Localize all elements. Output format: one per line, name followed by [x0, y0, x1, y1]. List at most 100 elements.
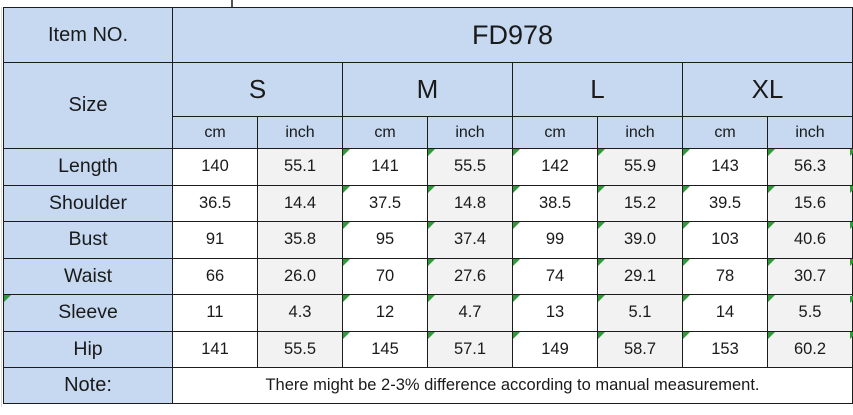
measurement-cell: 56.3 — [767, 148, 853, 186]
measurement-cell: 91 — [172, 221, 258, 259]
measurement-cell: 70 — [342, 257, 428, 295]
measurement-cell: 55.9 — [597, 148, 683, 186]
error-marker-icon — [598, 185, 605, 193]
measurement-value: 91 — [205, 230, 225, 249]
note-label: Note: — [3, 367, 173, 404]
measurement-cell: 35.8 — [257, 221, 343, 259]
error-marker-icon — [428, 185, 435, 193]
size-chart-table: Item NO. FD978 Size S M L XL cm inch cm … — [3, 7, 853, 404]
measurement-cell: 55.5 — [257, 330, 343, 368]
error-marker-icon — [768, 258, 775, 266]
error-marker-icon — [598, 258, 605, 266]
error-marker-icon — [683, 258, 690, 266]
measurement-value: 37.5 — [368, 193, 402, 212]
measurement-value: 55.1 — [283, 157, 317, 176]
unit-header-inch: inch — [597, 116, 683, 149]
measurement-value: 60.2 — [793, 339, 827, 358]
measurement-value: 12 — [375, 303, 395, 322]
measurement-value: 103 — [711, 230, 739, 249]
edge-marker-icon — [850, 259, 853, 266]
row-label-sleeve: Sleeve — [3, 294, 173, 332]
measurement-value: 39.5 — [708, 193, 742, 212]
size-col-m: M — [342, 62, 513, 117]
row-label-bust: Bust — [3, 221, 173, 259]
error-marker-icon — [428, 295, 435, 302]
size-col-xl: XL — [682, 62, 853, 117]
measurement-value: 55.9 — [623, 157, 657, 176]
error-marker-icon — [513, 149, 520, 156]
measurement-value: 149 — [541, 339, 569, 358]
measurement-value: 70 — [375, 266, 395, 285]
measurement-cell: 4.7 — [427, 294, 513, 332]
measurement-cell: 11 — [172, 294, 258, 332]
measurement-cell: 74 — [512, 257, 598, 295]
error-marker-icon — [598, 222, 605, 229]
unit-header-inch: inch — [427, 116, 513, 149]
measurement-cell: 95 — [342, 221, 428, 259]
measurement-value: 141 — [201, 339, 229, 358]
measurement-cell: 13 — [512, 294, 598, 332]
measurement-value: 15.2 — [623, 193, 657, 212]
edge-marker-icon — [850, 296, 853, 303]
measurement-value: 142 — [541, 157, 569, 176]
error-marker-icon — [683, 331, 690, 339]
row-label-text: Sleeve — [58, 301, 118, 324]
measurement-cell: 15.2 — [597, 184, 683, 222]
measurement-cell: 4.3 — [257, 294, 343, 332]
error-marker-icon — [598, 295, 605, 302]
measurement-value: 4.3 — [288, 303, 312, 322]
error-marker-icon — [428, 149, 435, 156]
measurement-value: 14 — [715, 303, 735, 322]
measurement-value: 55.5 — [453, 157, 487, 176]
size-col-l: L — [512, 62, 683, 117]
measurement-value: 95 — [375, 230, 395, 249]
measurement-cell: 55.1 — [257, 148, 343, 186]
measurement-cell: 15.6 — [767, 184, 853, 222]
product-code: FD978 — [172, 7, 853, 63]
error-marker-icon — [343, 258, 350, 266]
measurement-value: 29.1 — [623, 266, 657, 285]
measurement-value: 153 — [711, 339, 739, 358]
measurement-cell: 40.6 — [767, 221, 853, 259]
measurement-value: 140 — [201, 157, 229, 176]
measurement-cell: 36.5 — [172, 184, 258, 222]
edge-marker-icon — [850, 332, 853, 339]
measurement-value: 55.5 — [283, 339, 317, 358]
measurement-cell: 14.8 — [427, 184, 513, 222]
measurement-value: 57.1 — [453, 339, 487, 358]
measurement-cell: 14.4 — [257, 184, 343, 222]
error-marker-icon — [598, 331, 605, 339]
error-marker-icon — [683, 185, 690, 193]
measurement-value: 78 — [715, 266, 735, 285]
error-marker-icon — [513, 185, 520, 193]
error-marker-icon — [598, 149, 605, 156]
measurement-cell: 57.1 — [427, 330, 513, 368]
measurement-cell: 143 — [682, 148, 768, 186]
measurement-value: 39.0 — [623, 230, 657, 249]
measurement-cell: 39.5 — [682, 184, 768, 222]
error-marker-icon — [343, 185, 350, 193]
measurement-value: 40.6 — [793, 230, 827, 249]
measurement-cell: 153 — [682, 330, 768, 368]
error-marker-icon — [343, 222, 350, 229]
unit-header-cm: cm — [682, 116, 768, 149]
measurement-value: 38.5 — [538, 193, 572, 212]
error-marker-icon — [768, 331, 775, 339]
measurement-value: 66 — [205, 266, 225, 285]
measurement-cell: 12 — [342, 294, 428, 332]
size-col-s: S — [172, 62, 343, 117]
row-label-hip: Hip — [3, 330, 173, 368]
error-marker-icon — [768, 295, 775, 302]
unit-header-cm: cm — [512, 116, 598, 149]
error-marker-icon — [768, 222, 775, 229]
measurement-cell: 103 — [682, 221, 768, 259]
measurement-cell: 39.0 — [597, 221, 683, 259]
measurement-value: 36.5 — [198, 193, 232, 212]
unit-header-inch: inch — [767, 116, 853, 149]
measurement-cell: 26.0 — [257, 257, 343, 295]
measurement-cell: 37.5 — [342, 184, 428, 222]
measurement-value: 145 — [371, 339, 399, 358]
measurement-cell: 30.7 — [767, 257, 853, 295]
measurement-cell: 14 — [682, 294, 768, 332]
error-marker-icon — [513, 222, 520, 229]
